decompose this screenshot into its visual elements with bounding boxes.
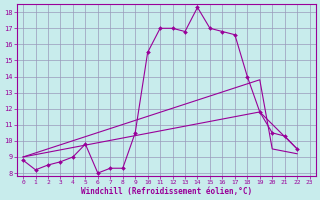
X-axis label: Windchill (Refroidissement éolien,°C): Windchill (Refroidissement éolien,°C) bbox=[81, 187, 252, 196]
